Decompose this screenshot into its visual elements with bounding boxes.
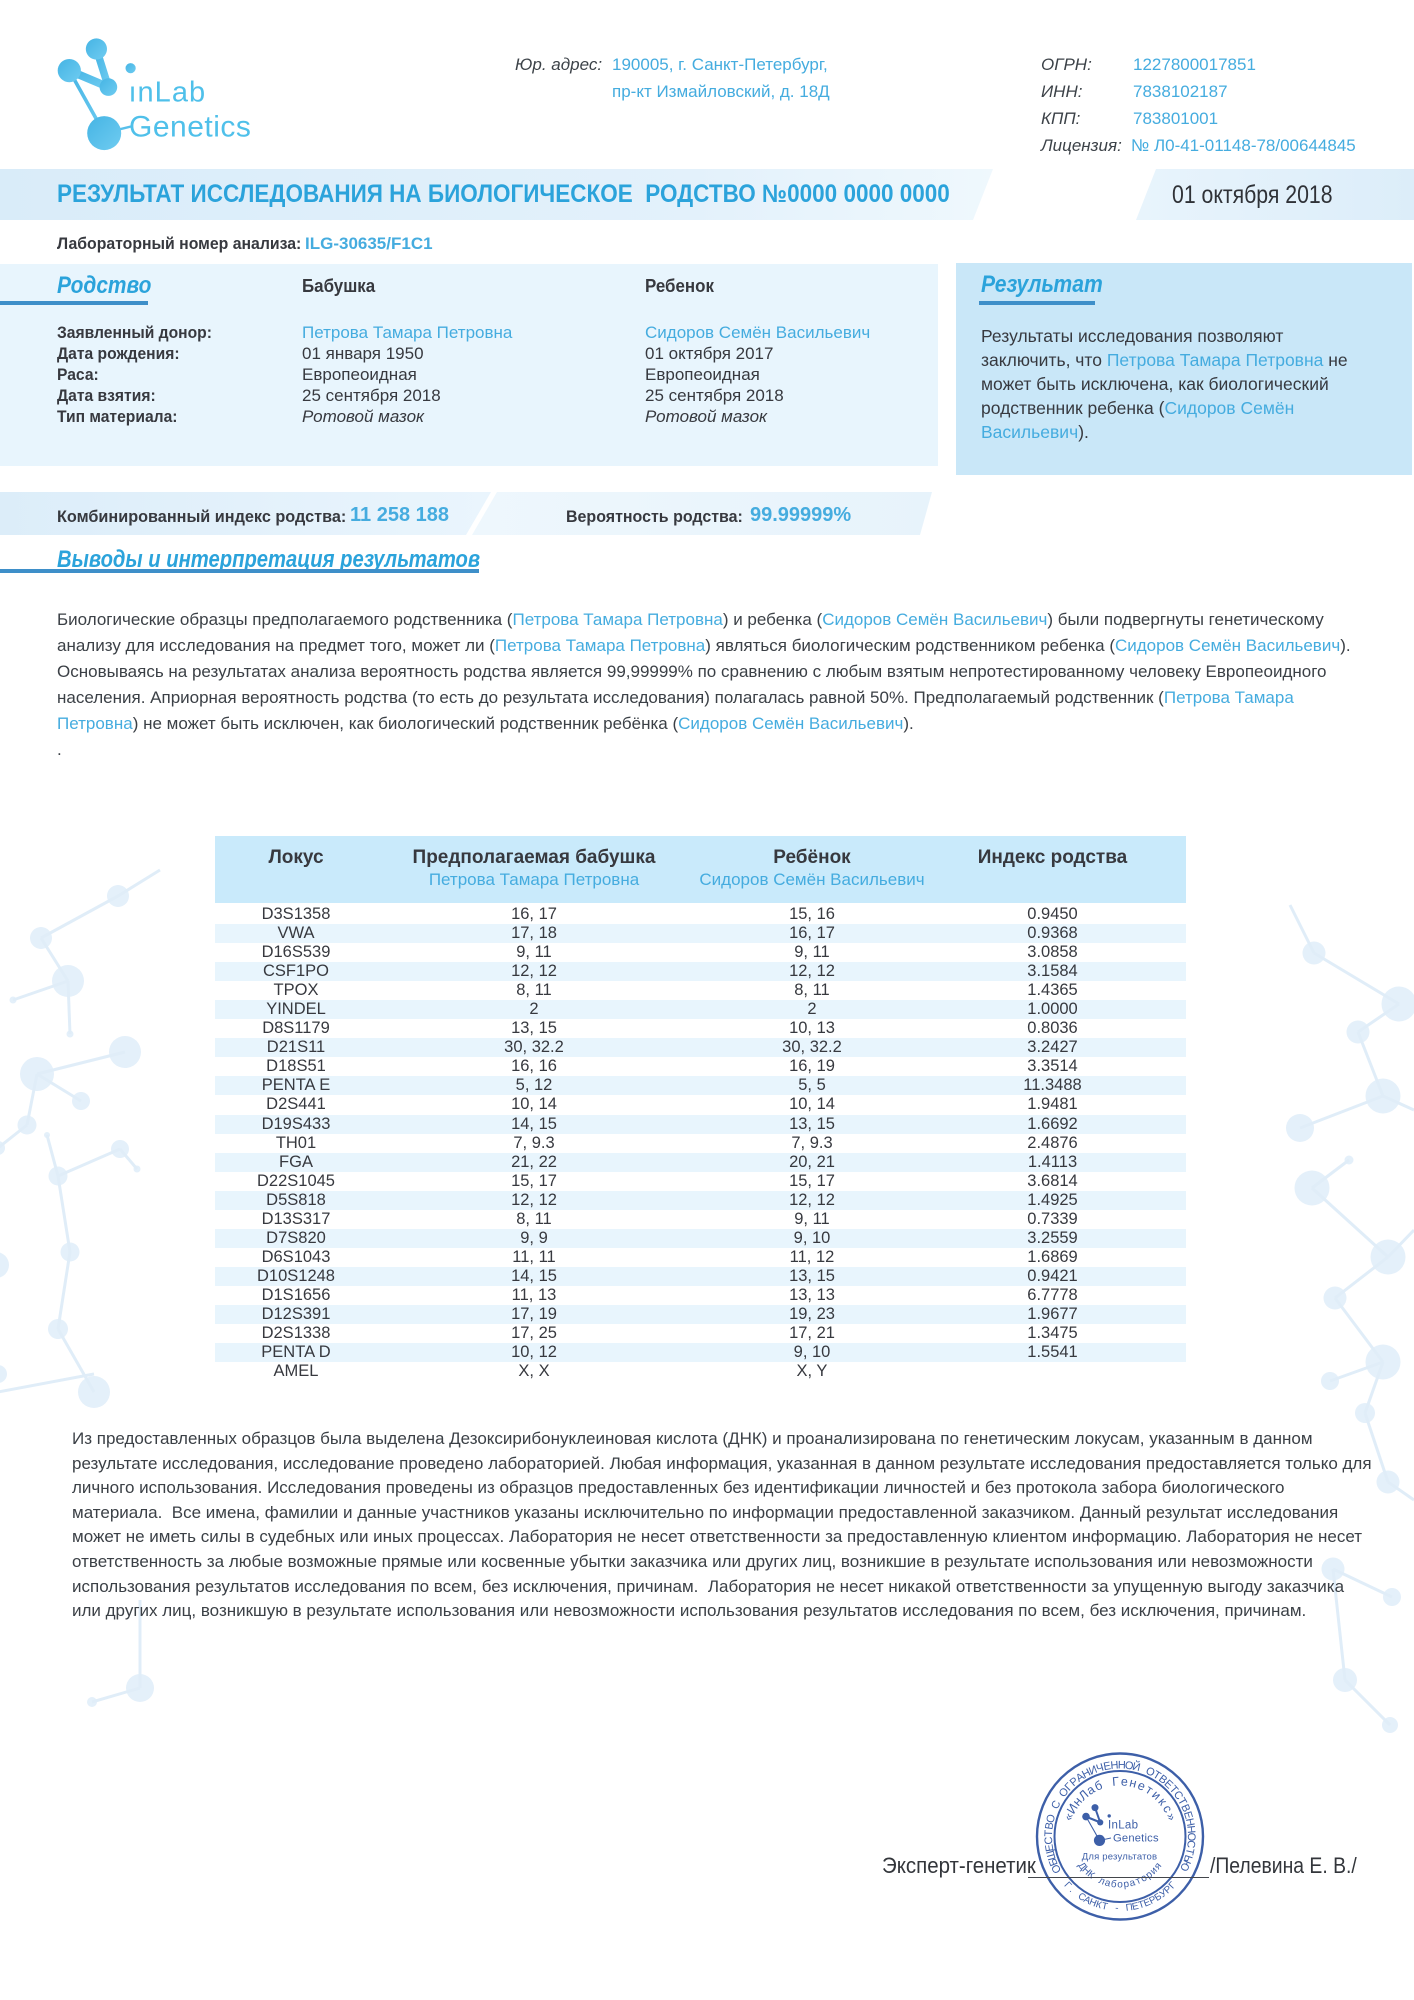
svg-text:н: н (1128, 1775, 1138, 1790)
svg-text:Г: Г (1062, 1879, 1074, 1891)
svg-text:Ю: Ю (1177, 1857, 1192, 1872)
svg-text:С: С (1043, 1836, 1055, 1845)
svg-text:о: о (1117, 1879, 1123, 1890)
svg-text:е: е (1136, 1778, 1148, 1794)
svg-text:Е: Е (1043, 1843, 1056, 1852)
svg-text:Н: Н (1118, 1759, 1126, 1771)
svg-text:Genetics: Genetics (1113, 1832, 1159, 1844)
svg-text:И: И (1087, 1763, 1099, 1777)
svg-text:ınLab: ınLab (129, 77, 207, 109)
svg-text:и: и (1148, 1865, 1160, 1877)
svg-text:Й: Й (1131, 1759, 1142, 1773)
svg-text:О: О (1185, 1832, 1197, 1841)
svg-text:б: б (1110, 1877, 1118, 1890)
svg-text:Т: Т (1175, 1795, 1189, 1807)
svg-text:Е: Е (1103, 1760, 1112, 1773)
svg-text:е: е (1120, 1774, 1128, 1789)
svg-text:.: . (1067, 1884, 1076, 1894)
svg-text:«: « (1061, 1810, 1077, 1822)
svg-text:Т: Т (1183, 1846, 1196, 1855)
svg-text:я: я (1152, 1860, 1164, 1871)
svg-text:Е: Е (1181, 1809, 1195, 1820)
svg-text:Genetics: Genetics (129, 111, 251, 144)
svg-text:Ь: Ь (1181, 1853, 1195, 1864)
svg-text:Н: Н (1087, 1896, 1098, 1909)
svg-text:К: К (1094, 1899, 1103, 1911)
svg-text:Г: Г (1167, 1879, 1179, 1891)
svg-text:р: р (1144, 1868, 1155, 1880)
svg-text:-: - (1115, 1902, 1119, 1913)
svg-text:Н: Н (1184, 1825, 1197, 1834)
svg-text:Ч: Ч (1095, 1761, 1105, 1775)
svg-text:К: К (1085, 1869, 1096, 1881)
svg-text:С: С (1076, 1890, 1088, 1903)
svg-text:»: » (1164, 1811, 1180, 1823)
svg-text:С: С (1184, 1839, 1197, 1848)
svg-text:Т: Т (1043, 1829, 1055, 1837)
svg-text:А: А (1082, 1894, 1093, 1907)
svg-text:Б: Б (1047, 1856, 1061, 1867)
svg-text:Б: Б (1153, 1891, 1164, 1904)
svg-text:О: О (1044, 1812, 1058, 1824)
svg-text:InLab: InLab (1108, 1819, 1138, 1831)
svg-text:Е: Е (1142, 1896, 1153, 1909)
svg-text:Т: Т (1137, 1899, 1146, 1911)
svg-text:В: В (1043, 1821, 1056, 1830)
svg-text:а: а (1128, 1877, 1137, 1889)
svg-text:р: р (1123, 1878, 1130, 1890)
svg-text:Т: Т (1100, 1900, 1108, 1912)
svg-text:л: л (1097, 1875, 1107, 1887)
svg-text:О: О (1124, 1759, 1134, 1772)
svg-text:П: П (1125, 1901, 1133, 1913)
svg-text:Р: Р (1147, 1893, 1158, 1906)
svg-text:Г: Г (1112, 1774, 1120, 1789)
svg-text:а: а (1103, 1877, 1112, 1889)
svg-text:В: В (1178, 1802, 1192, 1814)
svg-text:Для результатов: Для результатов (1082, 1851, 1158, 1862)
svg-text:Щ: Щ (1044, 1848, 1058, 1861)
svg-text:Н: Н (1110, 1759, 1119, 1772)
svg-text:т: т (1134, 1875, 1143, 1887)
svg-text:Е: Е (1131, 1900, 1140, 1912)
svg-text:Н: Н (1183, 1817, 1196, 1827)
